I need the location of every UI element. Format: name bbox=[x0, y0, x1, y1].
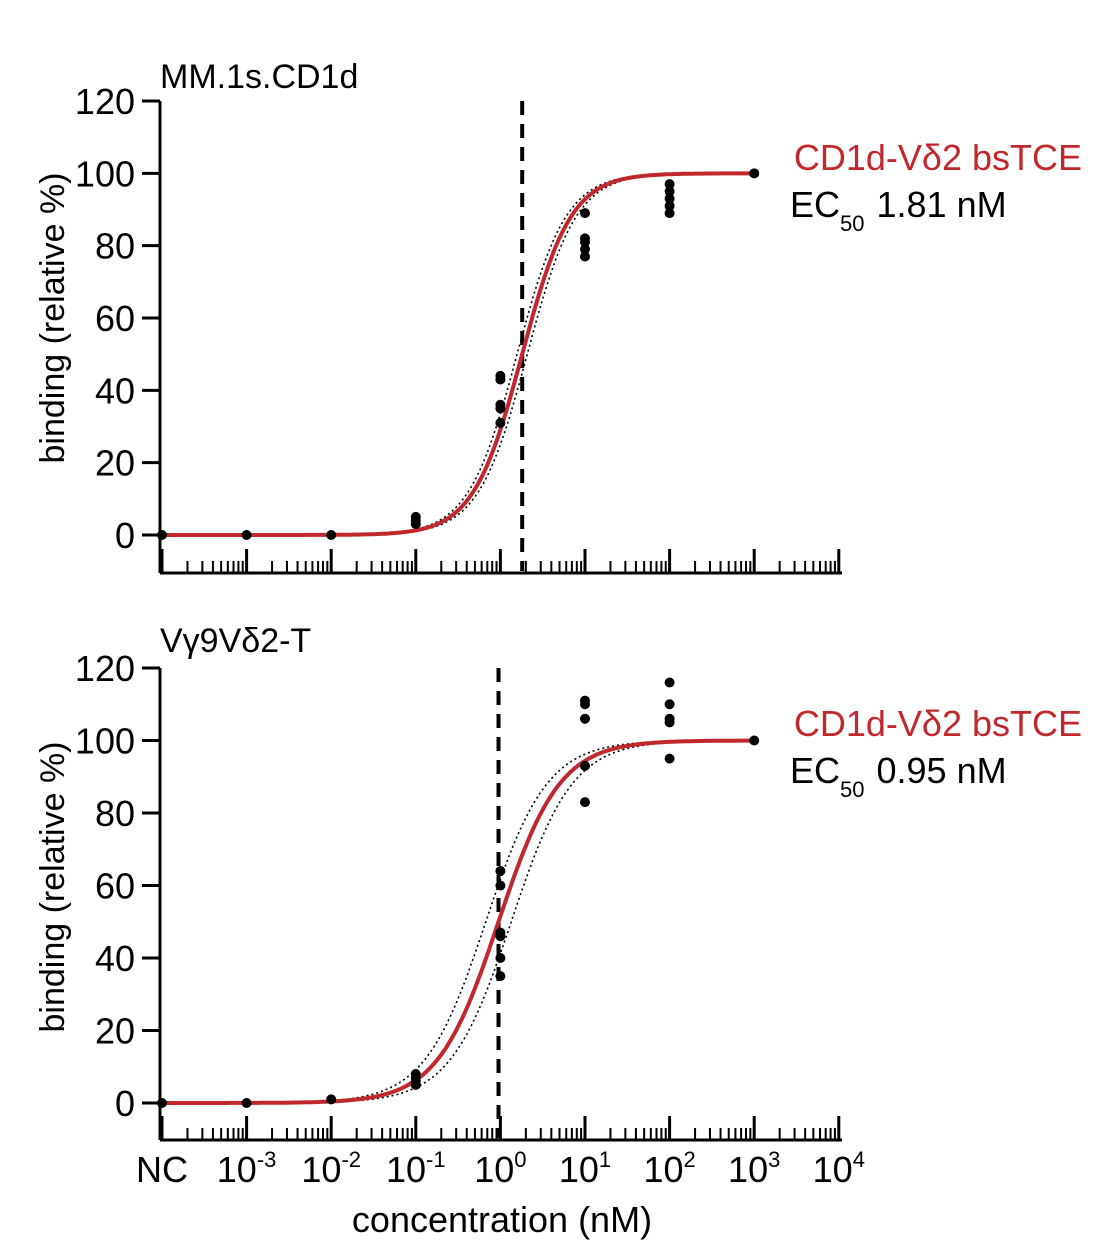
ci-bound-line bbox=[162, 739, 755, 1104]
data-points bbox=[157, 677, 760, 1108]
ec50-subscript: 50 bbox=[840, 777, 864, 802]
x-tick-label: 103 bbox=[728, 1147, 780, 1190]
data-point bbox=[495, 971, 506, 982]
data-point bbox=[495, 417, 506, 428]
data-point bbox=[580, 244, 590, 255]
confidence-band bbox=[162, 739, 755, 1104]
confidence-band bbox=[162, 172, 755, 536]
fit-curve bbox=[162, 171, 755, 537]
x-ticks: NC 10-3 10-2 10-1 100 101 102 103 104 bbox=[136, 1116, 865, 1190]
legend: CD1d-Vδ2 bsTCE EC50 1.81 nM bbox=[790, 137, 1082, 236]
data-point bbox=[326, 1094, 337, 1105]
x-ticks bbox=[160, 549, 841, 573]
data-point bbox=[495, 399, 506, 410]
legend: CD1d-Vδ2 bsTCE EC50 0.95 nM bbox=[790, 703, 1082, 802]
x-tick-label: 10-2 bbox=[301, 1147, 361, 1190]
y-tick-label: 40 bbox=[95, 370, 135, 411]
x-axis-label: concentration (nM) bbox=[352, 1199, 652, 1240]
data-point bbox=[157, 1098, 167, 1108]
data-point bbox=[157, 530, 167, 540]
chart-panel-top: MM.1s.CD1d binding (relative %) 0 20 40 60 8… bbox=[34, 58, 1082, 575]
data-point bbox=[495, 880, 506, 891]
data-point bbox=[664, 699, 675, 710]
data-point bbox=[495, 927, 506, 938]
x-tick-label: 101 bbox=[559, 1147, 611, 1190]
data-points bbox=[157, 168, 760, 540]
data-point bbox=[580, 797, 590, 808]
data-point bbox=[580, 713, 590, 724]
data-point bbox=[664, 677, 675, 688]
ec50-value: 1.81 nM bbox=[877, 184, 1007, 225]
chart-title: Vγ9Vδ2-T bbox=[160, 622, 311, 660]
ci-bound-line bbox=[162, 172, 755, 536]
data-point bbox=[326, 530, 337, 540]
ec50-subscript: 50 bbox=[840, 211, 864, 236]
data-point bbox=[664, 186, 675, 197]
legend-ec50: EC50 0.95 nM bbox=[790, 750, 1007, 802]
chart-panel-bottom: Vγ9Vδ2-T binding (relative %) 0 20 40 60 80 1… bbox=[34, 622, 1082, 1240]
y-tick-label: 100 bbox=[75, 721, 135, 762]
legend-ec50: EC50 1.81 nM bbox=[790, 184, 1007, 236]
data-point bbox=[664, 753, 675, 764]
data-point bbox=[664, 208, 675, 219]
y-tick-label: 100 bbox=[75, 153, 135, 194]
data-point bbox=[495, 370, 506, 381]
legend-series-label: CD1d-Vδ2 bsTCE bbox=[794, 137, 1082, 178]
data-point bbox=[410, 511, 421, 522]
data-point bbox=[664, 193, 675, 204]
y-tick-label: 0 bbox=[115, 1083, 135, 1124]
y-ticks: 0 20 40 60 80 100 120 bbox=[75, 648, 160, 1124]
y-tick-label: 20 bbox=[95, 443, 135, 484]
data-point bbox=[664, 200, 675, 211]
y-tick-label: 80 bbox=[95, 793, 135, 834]
x-tick-label: 104 bbox=[813, 1147, 865, 1190]
y-tick-label: 120 bbox=[75, 648, 135, 689]
data-point bbox=[580, 760, 590, 771]
y-axis-label: binding (relative %) bbox=[34, 741, 72, 1032]
ci-bound-line bbox=[162, 172, 755, 536]
legend-series-label: CD1d-Vδ2 bsTCE bbox=[794, 703, 1082, 744]
data-point bbox=[410, 1069, 421, 1079]
data-point bbox=[580, 233, 590, 244]
data-point bbox=[664, 713, 675, 724]
y-tick-label: 20 bbox=[95, 1011, 135, 1052]
y-ticks: 0 20 40 60 80 100 120 bbox=[75, 81, 160, 556]
data-point bbox=[664, 179, 675, 190]
y-tick-label: 40 bbox=[95, 938, 135, 979]
data-point bbox=[495, 953, 506, 963]
ec50-value: 0.95 nM bbox=[877, 750, 1007, 791]
x-tick-label: 102 bbox=[643, 1147, 695, 1190]
data-point bbox=[580, 695, 590, 706]
y-tick-label: 80 bbox=[95, 226, 135, 267]
chart-title: MM.1s.CD1d bbox=[160, 58, 358, 96]
data-point bbox=[749, 168, 760, 179]
y-tick-label: 60 bbox=[95, 298, 135, 339]
data-point bbox=[241, 530, 252, 540]
x-tick-label: 10-1 bbox=[386, 1147, 446, 1190]
x-tick-label: NC bbox=[136, 1149, 188, 1190]
ec50-prefix: EC bbox=[790, 184, 840, 225]
y-tick-label: 0 bbox=[115, 515, 135, 556]
ec50-prefix: EC bbox=[790, 750, 840, 791]
data-point bbox=[749, 735, 760, 746]
data-point bbox=[580, 251, 590, 262]
y-axis-label: binding (relative %) bbox=[34, 172, 72, 463]
x-tick-label: 10-3 bbox=[217, 1147, 277, 1190]
y-tick-label: 60 bbox=[95, 866, 135, 907]
fit-curve bbox=[162, 738, 755, 1105]
data-point bbox=[241, 1098, 252, 1108]
data-point bbox=[495, 866, 506, 876]
data-point bbox=[580, 208, 590, 219]
ci-bound-line bbox=[162, 739, 755, 1104]
y-tick-label: 120 bbox=[75, 81, 135, 122]
x-tick-label: 100 bbox=[474, 1147, 526, 1190]
